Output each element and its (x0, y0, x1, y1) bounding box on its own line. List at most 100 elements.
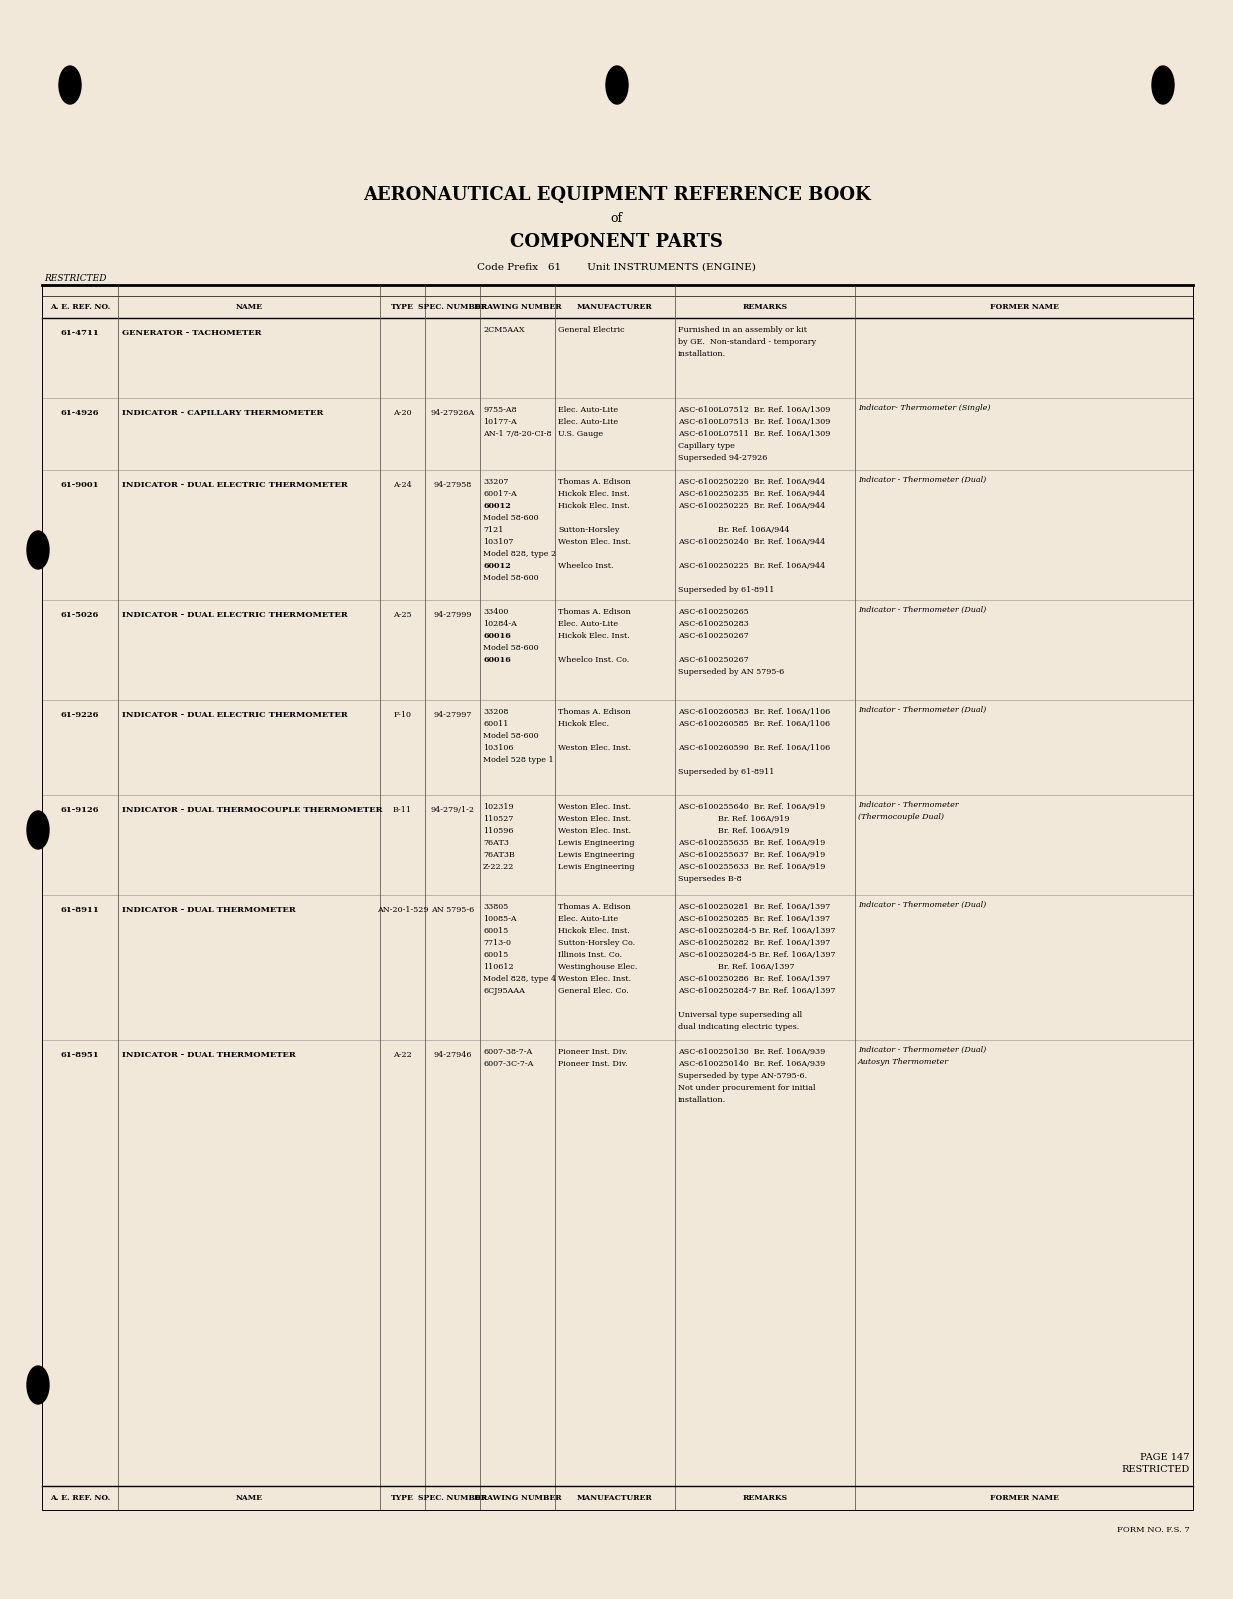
Text: 60017-A: 60017-A (483, 489, 517, 497)
Text: ASC-6100250281  Br. Ref. 106A/1397: ASC-6100250281 Br. Ref. 106A/1397 (678, 903, 830, 911)
Text: Weston Elec. Inst.: Weston Elec. Inst. (559, 827, 631, 835)
Text: Indicator - Thermometer (Dual): Indicator - Thermometer (Dual) (858, 1046, 986, 1054)
Text: NAME: NAME (236, 302, 263, 310)
Text: Model 528 type 1: Model 528 type 1 (483, 756, 554, 764)
Text: F-10: F-10 (393, 712, 412, 720)
Text: FORMER NAME: FORMER NAME (990, 302, 1058, 310)
Text: Indicator- Thermometer (Single): Indicator- Thermometer (Single) (858, 405, 990, 413)
Text: REMARKS: REMARKS (742, 1493, 788, 1501)
Ellipse shape (27, 811, 49, 849)
Text: 61-5026: 61-5026 (60, 611, 99, 619)
Text: Supersedes B-8: Supersedes B-8 (678, 875, 741, 883)
Text: Autosyn Thermometer: Autosyn Thermometer (858, 1059, 949, 1067)
Text: ASC-6100255637  Br. Ref. 106A/919: ASC-6100255637 Br. Ref. 106A/919 (678, 851, 825, 859)
Text: 76AT3B: 76AT3B (483, 851, 515, 859)
Text: Hickok Elec.: Hickok Elec. (559, 720, 609, 728)
Text: 61-8911: 61-8911 (60, 907, 100, 915)
Text: GENERATOR - TACHOMETER: GENERATOR - TACHOMETER (122, 329, 261, 337)
Text: ASC-6100250220  Br. Ref. 106A/944: ASC-6100250220 Br. Ref. 106A/944 (678, 478, 825, 486)
Text: PAGE 147: PAGE 147 (1141, 1453, 1190, 1463)
Text: Weston Elec. Inst.: Weston Elec. Inst. (559, 803, 631, 811)
Text: DRAWING NUMBER: DRAWING NUMBER (473, 1493, 561, 1501)
Text: 110612: 110612 (483, 963, 514, 971)
Text: SPEC. NUMBER: SPEC. NUMBER (418, 1493, 487, 1501)
Text: Z-22.22: Z-22.22 (483, 863, 514, 871)
Ellipse shape (1152, 66, 1174, 104)
Text: COMPONENT PARTS: COMPONENT PARTS (510, 233, 723, 251)
Text: Superseded by type AN-5795-6.: Superseded by type AN-5795-6. (678, 1071, 808, 1079)
Text: Universal type superseding all: Universal type superseding all (678, 1011, 803, 1019)
Text: 60015: 60015 (483, 927, 508, 935)
Text: Wheelco Inst. Co.: Wheelco Inst. Co. (559, 656, 629, 664)
Text: INDICATOR - DUAL THERMOMETER: INDICATOR - DUAL THERMOMETER (122, 1051, 296, 1059)
Text: 103107: 103107 (483, 537, 513, 545)
Text: installation.: installation. (678, 350, 726, 358)
Text: ASC-6100250267: ASC-6100250267 (678, 656, 748, 664)
Text: Lewis Engineering: Lewis Engineering (559, 839, 635, 847)
Text: Model 828, type 2: Model 828, type 2 (483, 550, 556, 558)
Text: 61-4926: 61-4926 (60, 409, 100, 417)
Text: Superseded 94-27926: Superseded 94-27926 (678, 454, 767, 462)
Text: INDICATOR - DUAL THERMOMETER: INDICATOR - DUAL THERMOMETER (122, 907, 296, 915)
Text: Pioneer Inst. Div.: Pioneer Inst. Div. (559, 1047, 628, 1055)
Text: Thomas A. Edison: Thomas A. Edison (559, 608, 631, 616)
Text: ASC-6100250282  Br. Ref. 106A/1397: ASC-6100250282 Br. Ref. 106A/1397 (678, 939, 830, 947)
Text: Capillary type: Capillary type (678, 441, 735, 449)
Text: (Thermocouple Dual): (Thermocouple Dual) (858, 812, 944, 820)
Text: Code Prefix   61        Unit INSTRUMENTS (ENGINE): Code Prefix 61 Unit INSTRUMENTS (ENGINE) (477, 262, 756, 272)
Text: ASC-6100L07512  Br. Ref. 106A/1309: ASC-6100L07512 Br. Ref. 106A/1309 (678, 406, 830, 414)
Text: ASC-6100260585  Br. Ref. 106A/1106: ASC-6100260585 Br. Ref. 106A/1106 (678, 720, 830, 728)
Text: Br. Ref. 106A/1397: Br. Ref. 106A/1397 (678, 963, 794, 971)
Text: ASC-6100L07511  Br. Ref. 106A/1309: ASC-6100L07511 Br. Ref. 106A/1309 (678, 430, 830, 438)
Text: ASC-6100255640  Br. Ref. 106A/919: ASC-6100255640 Br. Ref. 106A/919 (678, 803, 825, 811)
Text: Elec. Auto-Lite: Elec. Auto-Lite (559, 915, 618, 923)
Text: 61-4711: 61-4711 (60, 329, 100, 337)
Text: Model 828, type 4: Model 828, type 4 (483, 975, 556, 983)
Text: FORMER NAME: FORMER NAME (990, 1493, 1058, 1501)
Text: ASC-6100255635  Br. Ref. 106A/919: ASC-6100255635 Br. Ref. 106A/919 (678, 839, 825, 847)
Text: Sutton-Horsley Co.: Sutton-Horsley Co. (559, 939, 635, 947)
Text: Wheelco Inst.: Wheelco Inst. (559, 561, 614, 569)
Text: A-22: A-22 (393, 1051, 412, 1059)
Text: ASC-6100250140  Br. Ref. 106A/939: ASC-6100250140 Br. Ref. 106A/939 (678, 1060, 825, 1068)
Text: AN-1 7/8-20-CI-8: AN-1 7/8-20-CI-8 (483, 430, 551, 438)
Text: INDICATOR - CAPILLARY THERMOMETER: INDICATOR - CAPILLARY THERMOMETER (122, 409, 323, 417)
Text: Indicator - Thermometer (Dual): Indicator - Thermometer (Dual) (858, 477, 986, 484)
Text: AN 5795-6: AN 5795-6 (430, 907, 475, 915)
Text: 2CM5AAX: 2CM5AAX (483, 326, 524, 334)
Text: 60015: 60015 (483, 951, 508, 959)
Ellipse shape (59, 66, 81, 104)
Text: Indicator - Thermometer (Dual): Indicator - Thermometer (Dual) (858, 606, 986, 614)
Text: 60016: 60016 (483, 656, 510, 664)
Text: Superseded by AN 5795-6: Superseded by AN 5795-6 (678, 668, 784, 676)
Text: Model 58-600: Model 58-600 (483, 732, 539, 740)
Text: Br. Ref. 106A/919: Br. Ref. 106A/919 (678, 827, 789, 835)
Text: 94-27926A: 94-27926A (430, 409, 475, 417)
Text: 10085-A: 10085-A (483, 915, 517, 923)
Text: Indicator - Thermometer (Dual): Indicator - Thermometer (Dual) (858, 707, 986, 715)
Text: ASC-6100260590  Br. Ref. 106A/1106: ASC-6100260590 Br. Ref. 106A/1106 (678, 744, 830, 752)
Text: 76AT3: 76AT3 (483, 839, 509, 847)
Text: U.S. Gauge: U.S. Gauge (559, 430, 603, 438)
Text: ASC-6100250225  Br. Ref. 106A/944: ASC-6100250225 Br. Ref. 106A/944 (678, 561, 825, 569)
Text: 94-27999: 94-27999 (433, 611, 472, 619)
Text: Pioneer Inst. Div.: Pioneer Inst. Div. (559, 1060, 628, 1068)
Text: ASC-6100250130  Br. Ref. 106A/939: ASC-6100250130 Br. Ref. 106A/939 (678, 1047, 825, 1055)
Text: ASC-6100250225  Br. Ref. 106A/944: ASC-6100250225 Br. Ref. 106A/944 (678, 502, 825, 510)
Text: Elec. Auto-Lite: Elec. Auto-Lite (559, 620, 618, 628)
Text: Westinghouse Elec.: Westinghouse Elec. (559, 963, 637, 971)
Text: 7713-0: 7713-0 (483, 939, 510, 947)
Ellipse shape (27, 1366, 49, 1404)
Text: A-25: A-25 (393, 611, 412, 619)
Text: 33207: 33207 (483, 478, 508, 486)
Text: Elec. Auto-Lite: Elec. Auto-Lite (559, 406, 618, 414)
Text: 10284-A: 10284-A (483, 620, 517, 628)
Text: Hickok Elec. Inst.: Hickok Elec. Inst. (559, 927, 630, 935)
Text: ASC-6100255633  Br. Ref. 106A/919: ASC-6100255633 Br. Ref. 106A/919 (678, 863, 825, 871)
Text: Model 58-600: Model 58-600 (483, 574, 539, 582)
Text: Lewis Engineering: Lewis Engineering (559, 851, 635, 859)
Text: INDICATOR - DUAL THERMOCOUPLE THERMOMETER: INDICATOR - DUAL THERMOCOUPLE THERMOMETE… (122, 806, 382, 814)
Text: 61-9001: 61-9001 (60, 481, 99, 489)
Text: RESTRICTED: RESTRICTED (1122, 1466, 1190, 1474)
Text: Weston Elec. Inst.: Weston Elec. Inst. (559, 537, 631, 545)
